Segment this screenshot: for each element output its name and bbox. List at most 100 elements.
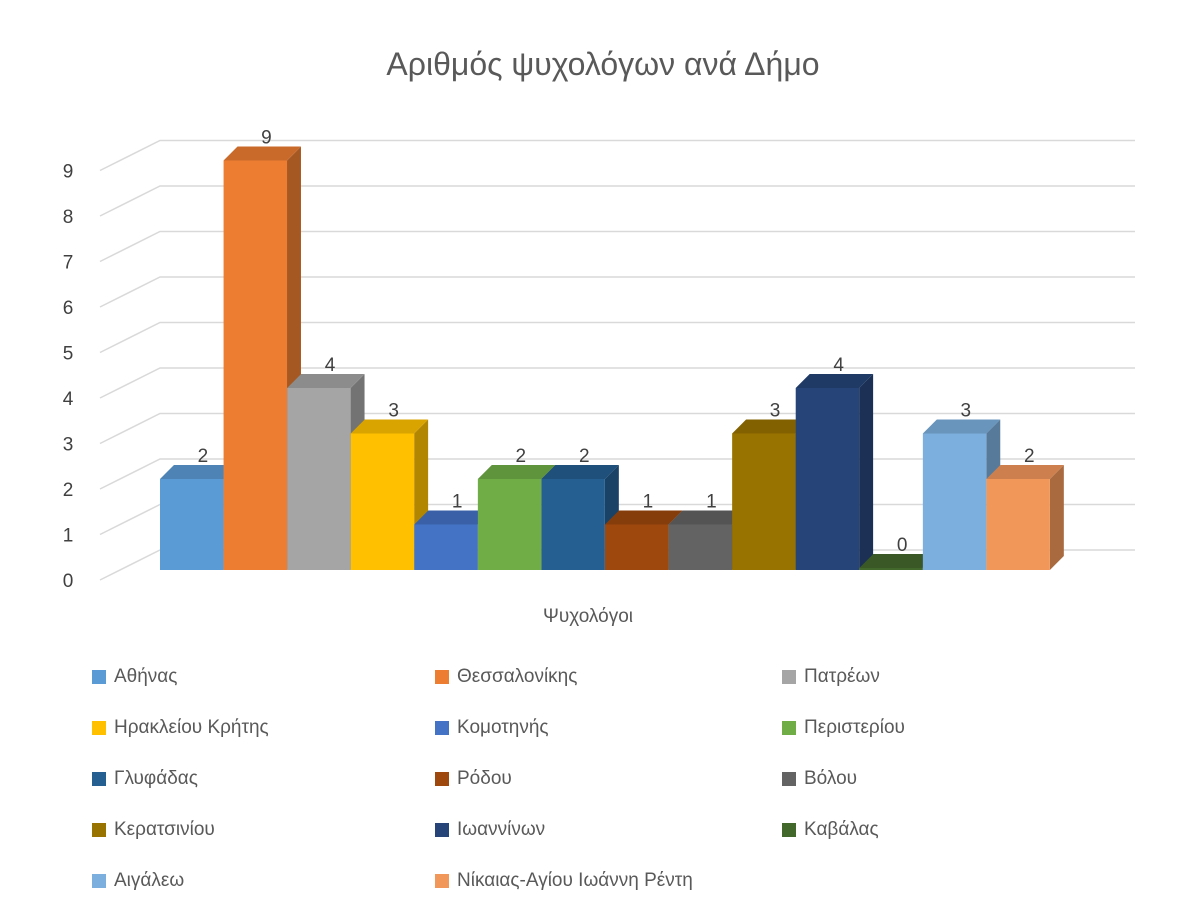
legend-item: Θεσσαλονίκης	[435, 662, 577, 692]
data-label: 4	[325, 355, 336, 376]
gridline	[99, 321, 1135, 354]
legend-swatch	[92, 874, 106, 888]
legend-label: Γλυφάδας	[114, 768, 198, 789]
bar-top	[414, 510, 492, 525]
legend-label: Ιωαννίνων	[457, 819, 546, 840]
y-tick-label: 7	[63, 253, 74, 274]
bar-top	[668, 510, 746, 525]
legend-swatch	[782, 670, 796, 684]
chart-title: Αριθμός ψυχολόγων ανά Δήμο	[386, 46, 819, 82]
bar-top	[922, 419, 1001, 434]
bar-front	[414, 524, 478, 570]
legend-swatch	[435, 823, 449, 837]
legend-item: Κομοτηνής	[435, 713, 549, 743]
bar-front	[732, 433, 796, 570]
y-tick-label: 4	[63, 389, 74, 410]
legend-swatch	[782, 823, 796, 837]
data-label: 2	[515, 446, 526, 467]
legend-item: Περιστερίου	[782, 713, 905, 743]
gridline	[99, 276, 1135, 308]
y-tick-label: 9	[63, 162, 74, 183]
gridline	[99, 185, 1135, 217]
data-label: 0	[897, 535, 908, 556]
legend-label: Αιγάλεω	[114, 870, 185, 891]
bar-top	[541, 465, 619, 479]
legend-swatch	[782, 772, 796, 786]
chart-svg: Αριθμός ψυχολόγων ανά Δήμο 0 1 2 3 4 5 6 7 8 9 2 9…	[63, 46, 1135, 627]
legend-swatch	[92, 772, 106, 786]
bar-top	[795, 374, 874, 388]
data-label: 2	[1024, 446, 1035, 467]
bar-top	[350, 419, 429, 434]
bar	[605, 510, 683, 570]
bar-front	[668, 524, 733, 570]
legend-item: Βόλου	[782, 764, 857, 794]
bar-top	[986, 465, 1064, 479]
legend-label: Βόλου	[804, 768, 858, 789]
legend-item: Γλυφάδας	[92, 764, 198, 794]
y-tick-label: 6	[63, 298, 74, 319]
legend-swatch	[782, 721, 796, 735]
bar-side	[859, 374, 874, 570]
bar-top	[605, 510, 683, 525]
gridlines	[99, 139, 1135, 581]
data-label: 4	[833, 355, 844, 376]
data-labels: 2 9 4 3 1 2 2 1 1 3 4 0 3 2	[198, 128, 1035, 557]
bar	[477, 465, 556, 570]
bar-side	[1049, 465, 1064, 570]
y-tick-label: 1	[63, 526, 74, 547]
y-tick-label: 0	[63, 571, 74, 592]
bar-front	[223, 160, 288, 570]
gridline	[99, 367, 1135, 399]
legend-swatch	[435, 772, 449, 786]
legend-swatch	[435, 721, 449, 735]
bar-front	[287, 388, 351, 570]
y-axis-ticks: 0 1 2 3 4 5 6 7 8 9	[63, 162, 74, 593]
legend-item: Αιγάλεω	[92, 866, 184, 896]
bar-front	[795, 388, 860, 570]
bar-front	[605, 524, 669, 570]
bar	[795, 374, 874, 570]
data-label: 1	[452, 492, 463, 513]
legend-label: Αθήνας	[114, 666, 178, 687]
bar-top	[223, 146, 301, 161]
legend-label: Θεσσαλονίκης	[457, 666, 578, 687]
legend-swatch	[435, 670, 449, 684]
y-tick-label: 2	[63, 480, 74, 501]
data-label: 3	[388, 401, 399, 422]
bar-front	[350, 433, 415, 570]
data-label: 9	[261, 128, 272, 149]
legend-item: Καβάλας	[782, 815, 879, 845]
legend-item: Νίκαιας-Αγίου Ιωάννη Ρέντη	[435, 866, 693, 896]
data-label: 3	[770, 401, 781, 422]
legend-item: Αθήνας	[92, 662, 177, 692]
bar-front	[541, 479, 605, 570]
legend-label: Ρόδου	[457, 768, 512, 789]
legend-swatch	[92, 823, 106, 837]
legend-label: Πατρέων	[804, 666, 880, 687]
legend-label: Κομοτηνής	[457, 717, 549, 738]
bar-front	[477, 479, 542, 570]
bar-top	[287, 374, 365, 388]
legend-item: Πατρέων	[782, 662, 880, 692]
legend-item: Κερατσινίου	[92, 815, 215, 845]
legend-item: Ηρακλείου Κρήτης	[92, 713, 269, 743]
bar-top	[160, 465, 238, 479]
y-tick-label: 3	[63, 435, 74, 456]
bar-top	[859, 554, 937, 568]
gridline	[99, 230, 1135, 263]
data-label: 3	[960, 401, 971, 422]
legend-label: Καβάλας	[804, 819, 879, 840]
bar-top	[477, 465, 556, 479]
bars	[160, 146, 1064, 570]
y-tick-label: 8	[63, 207, 74, 228]
bar-front	[859, 568, 923, 570]
legend-label: Περιστερίου	[804, 717, 905, 738]
legend-label: Ηρακλείου Κρήτης	[114, 717, 269, 738]
gridline	[99, 139, 1135, 172]
legend-swatch	[92, 721, 106, 735]
legend-swatch	[435, 874, 449, 888]
data-label: 1	[706, 492, 717, 513]
y-tick-label: 5	[63, 344, 74, 365]
